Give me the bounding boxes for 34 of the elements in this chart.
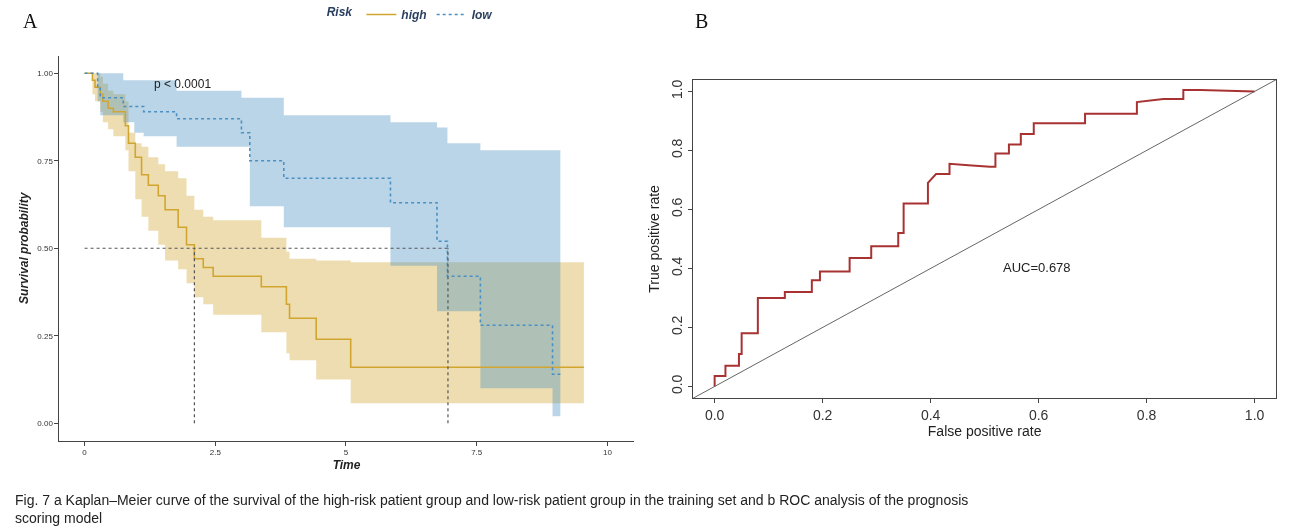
x-axis-title: False positive rate	[927, 423, 1042, 440]
y-axis-title: Survival probability	[16, 191, 31, 304]
x-tick-label: 0.6	[1028, 407, 1049, 424]
x-tick-label: 10	[602, 448, 613, 458]
chart-title: B	[695, 10, 709, 32]
y-tick-label: 0.4	[669, 256, 686, 277]
x-tick-label: 1.0	[1244, 407, 1265, 424]
caption: Fig. 7 a Kaplan–Meier curve of the survival of the high-risk patient group and low-risk patient group in the training set and b ROC analysis of the prognosis scoring model	[15, 492, 969, 527]
y-tick-label: 0.25	[37, 331, 54, 341]
y-tick-label: 0.6	[669, 197, 686, 218]
x-tick-label: 0.4	[920, 407, 941, 424]
annotation: AUC=0.678	[1003, 260, 1071, 275]
x-tick-label: 0.2	[812, 407, 833, 424]
x-tick-label: 0	[82, 448, 88, 458]
x-tick-label: 7.5	[471, 448, 483, 458]
legend-title: Risk	[326, 4, 354, 19]
y-tick-label: 1.00	[37, 69, 54, 79]
y-axis-title: True positive rate	[646, 184, 663, 293]
y-tick-label: 0.2	[669, 315, 686, 336]
chart-title: A	[23, 10, 38, 32]
x-tick-label: 0.0	[704, 407, 725, 424]
y-tick-label: 0.50	[37, 244, 54, 254]
x-tick-label: 2.5	[209, 448, 222, 458]
legend-label: high	[401, 8, 427, 23]
y-tick-label: 0.8	[669, 138, 686, 159]
annotation: p < 0.0001	[154, 77, 212, 91]
x-axis-title: Time	[332, 458, 361, 473]
y-tick-label: 1.0	[669, 79, 686, 100]
y-tick-label: 0.75	[37, 156, 54, 166]
x-tick-label: 0.8	[1136, 407, 1157, 424]
legend-label: low	[471, 8, 493, 23]
y-tick-label: 0.0	[669, 374, 686, 395]
y-tick-label: 0.00	[37, 419, 54, 429]
x-tick-label: 5	[343, 448, 349, 458]
